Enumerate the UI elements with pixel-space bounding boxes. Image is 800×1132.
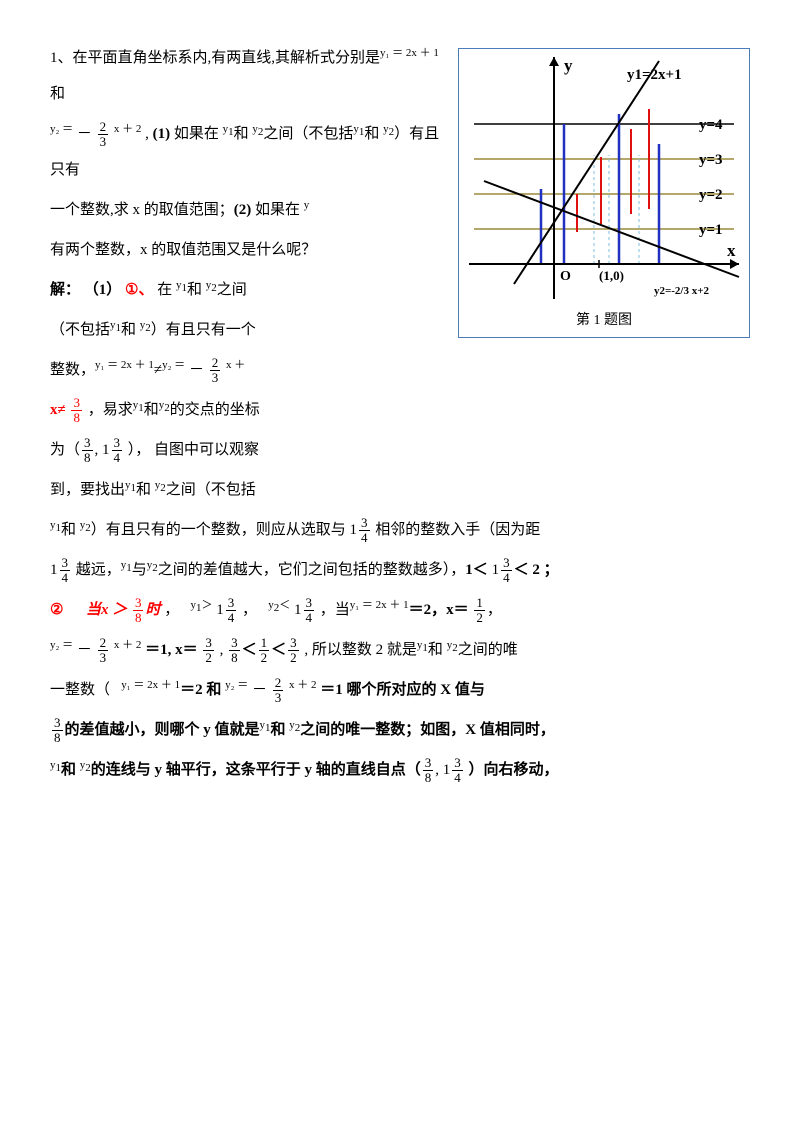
svg-text:O: O — [560, 269, 571, 284]
document-body: y=1 y=2 y=3 y=4 y x O (1,0) y1=2x+1 y2=-2/3 x+2 第… — [50, 40, 750, 788]
svg-text:y1=2x+1: y1=2x+1 — [627, 67, 682, 83]
figure-graph: y=1 y=2 y=3 y=4 y x O (1,0) y1=2x+1 y2=-2/3 x+2 — [459, 49, 749, 309]
svg-text:(1,0): (1,0) — [599, 268, 624, 283]
svg-text:y=2: y=2 — [699, 187, 723, 203]
svg-text:y=4: y=4 — [699, 117, 723, 133]
sol-line-13: y1和 y2的连线与 y 轴平行，这条平行于 y 轴的直线自点（38, 134 … — [50, 752, 750, 788]
svg-text:y2=-2/3 x+2: y2=-2/3 x+2 — [654, 285, 710, 297]
sol-line-5: 为（38, 134 ）， 自图中可以观察 — [50, 432, 750, 468]
sol-line-6: 到，要找出y1和 y2之间（不包括 — [50, 472, 750, 508]
sol-line-4: x≠ 38 ，易求y1和y2的交点的坐标 — [50, 392, 750, 428]
problem-number: 1 — [50, 50, 58, 66]
y1-label: y1 — [223, 123, 234, 135]
svg-text:x: x — [727, 241, 736, 260]
sol-line-10: y₂ ＝ － 23 x ＋ 2 ＝1, x＝ 32 , 38＜12＜32 , 所… — [50, 632, 750, 668]
figure-1: y=1 y=2 y=3 y=4 y x O (1,0) y1=2x+1 y2=-2/3 x+2 第… — [458, 48, 750, 338]
sol-line-9: ② 当x ＞ 38时 ， y1＞ 134 ， y2＜ 134 ，当y₁ ＝ 2x… — [50, 592, 750, 628]
svg-text:y=1: y=1 — [699, 222, 723, 238]
sol-line-8: 134 越远，y1与y2之间的差值越大，它们之间包括的整数越多），1＜ 134＜… — [50, 552, 750, 588]
svg-text:y: y — [564, 56, 573, 75]
svg-text:y=3: y=3 — [699, 152, 723, 168]
sol-line-12: 38的差值越小，则哪个 y 值就是y1和 y2之间的唯一整数；如图，X 值相同时… — [50, 712, 750, 748]
sol-line-11: 一整数（ y₁ ＝ 2x ＋ 1＝2 和 y₂ ＝ － 23 x ＋ 2 ＝1 … — [50, 672, 750, 708]
figure-caption: 第 1 题图 — [459, 309, 749, 337]
y2-label: y2 — [252, 123, 263, 135]
sol-line-3: 整数，y₁ ＝ 2x ＋ 1≠y₂ ＝ － 23 x ＋ — [50, 352, 750, 388]
sol-line-7: y1和 y2）有且只有的一个整数，则应从选取与 134 相邻的整数入手（因为距 — [50, 512, 750, 548]
